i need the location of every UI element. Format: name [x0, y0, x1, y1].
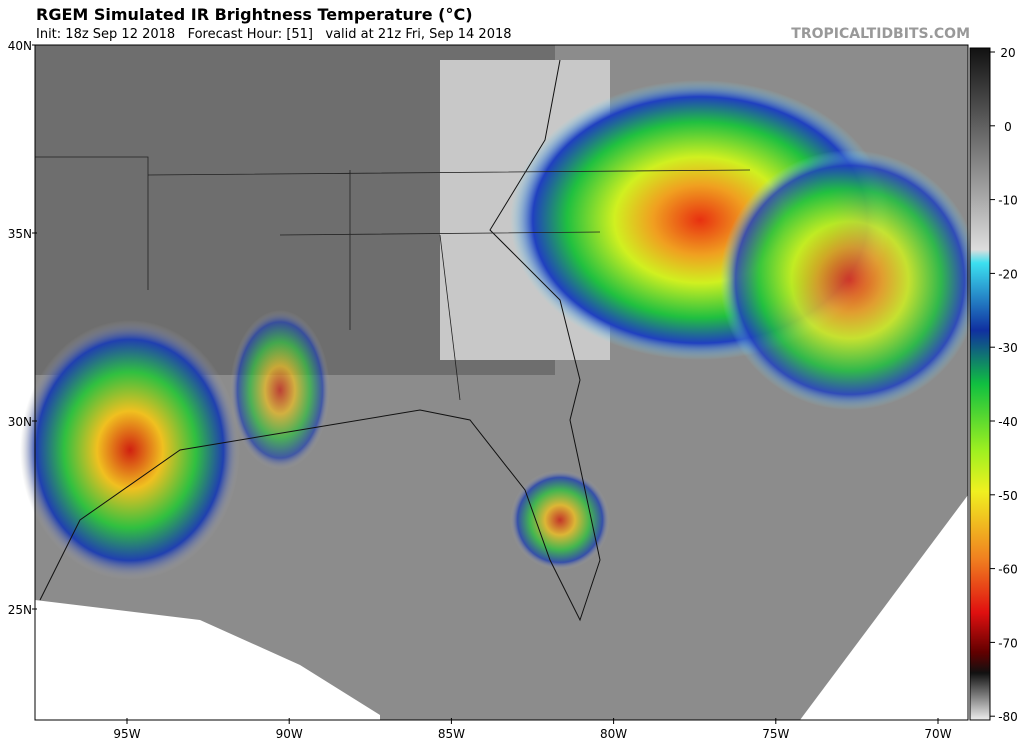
longitude-label: 80W: [600, 727, 627, 741]
title: RGEM Simulated IR Brightness Temperature…: [36, 5, 473, 24]
latitude-label: 30N: [8, 415, 32, 429]
latitude-label: 25N: [8, 603, 32, 617]
latitude-label: 35N: [8, 227, 32, 241]
subtitle: Init: 18z Sep 12 2018 Forecast Hour: [51…: [36, 27, 512, 42]
colorbar-label: 20: [1000, 46, 1015, 60]
colorbar-label: -20: [998, 267, 1018, 281]
gulf-convection: [230, 310, 330, 470]
colorbar: [969, 47, 991, 721]
colorbar-label: -50: [998, 489, 1018, 503]
colorbar-label: -80: [998, 710, 1018, 724]
colorbar-label: -40: [998, 415, 1018, 429]
florida-convection: [510, 470, 610, 570]
colorbar-label: -30: [998, 341, 1018, 355]
longitude-label: 85W: [438, 727, 465, 741]
longitude-label: 95W: [113, 727, 140, 741]
colorbar-label: -70: [998, 636, 1018, 650]
outer-bands: [720, 150, 980, 410]
coastline: [39, 59, 601, 622]
colorbar-label: -10: [998, 194, 1018, 208]
texas-convection: [20, 320, 240, 580]
longitude-label: 90W: [276, 727, 303, 741]
credit: TROPICALTIDBITS.COM: [791, 26, 970, 42]
longitude-label: 70W: [924, 727, 951, 741]
map-frame: [34, 44, 969, 721]
colorbar-label: 0: [1004, 120, 1012, 134]
colorbar-label: -60: [998, 563, 1018, 577]
longitude-label: 75W: [762, 727, 789, 741]
latitude-label: 40N: [8, 39, 32, 53]
state-borders: [35, 156, 751, 401]
outside-domain: [35, 600, 380, 720]
outside-domain: [800, 495, 968, 720]
